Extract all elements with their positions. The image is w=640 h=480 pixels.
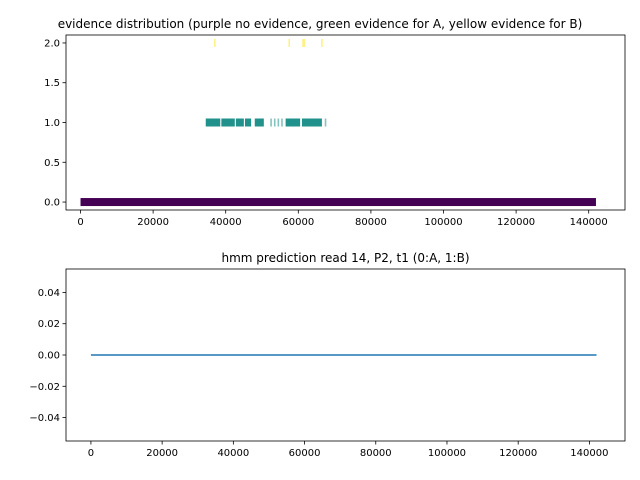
evidence-segment	[80, 198, 596, 207]
evidence-marks	[80, 38, 596, 207]
evidence-tick	[303, 38, 306, 47]
x-tick-label: 120000	[499, 448, 537, 459]
x-tick-label: 0	[88, 448, 94, 459]
x-tick-label: 20000	[146, 448, 178, 459]
chart-title: evidence distribution (purple no evidenc…	[58, 17, 583, 31]
hmm-prediction-chart: hmm prediction read 14, P2, t1 (0:A, 1:B…	[29, 251, 626, 459]
x-tick-label: 80000	[360, 448, 392, 459]
evidence-tick	[324, 118, 327, 127]
evidence-tick	[270, 118, 272, 127]
x-tick-label: 140000	[570, 217, 608, 228]
evidence-chart: evidence distribution (purple no evidenc…	[44, 17, 626, 228]
evidence-tick	[277, 118, 280, 127]
x-axis: 0 20000 40000 60000 80000 100000 120000 140000	[77, 210, 608, 228]
y-tick-label: −0.02	[29, 382, 60, 393]
x-tick-label: 120000	[497, 217, 535, 228]
evidence-segment	[244, 118, 252, 127]
evidence-tick	[273, 118, 276, 127]
evidence-tick	[281, 118, 283, 127]
evidence-tick	[288, 38, 291, 47]
evidence-segment	[301, 118, 322, 127]
x-tick-label: 100000	[424, 217, 462, 228]
x-tick-label: 20000	[137, 217, 169, 228]
chart-title: hmm prediction read 14, P2, t1 (0:A, 1:B…	[222, 251, 470, 265]
y-tick-label: 0.02	[38, 319, 60, 330]
x-tick-label: 0	[77, 217, 83, 228]
plot-frame	[65, 34, 626, 211]
x-tick-label: 140000	[570, 448, 608, 459]
evidence-tick	[214, 38, 216, 47]
evidence-tick	[321, 38, 323, 47]
y-tick-label: 2.0	[44, 38, 60, 49]
x-tick-label: 40000	[217, 448, 249, 459]
y-tick-label: 1.0	[44, 118, 60, 129]
x-tick-label: 60000	[289, 448, 321, 459]
y-tick-label: 0.00	[38, 351, 60, 362]
evidence-segment	[221, 118, 235, 127]
x-tick-label: 60000	[282, 217, 314, 228]
evidence-segment	[254, 118, 264, 127]
y-tick-label: −0.04	[29, 413, 60, 424]
evidence-segment	[235, 118, 244, 127]
y-tick-label: 1.5	[44, 78, 60, 89]
x-axis: 0 20000 40000 60000 80000 100000 120000 140000	[88, 441, 608, 459]
evidence-segment	[285, 118, 301, 127]
x-tick-label: 40000	[210, 217, 242, 228]
x-tick-label: 80000	[355, 217, 387, 228]
x-tick-label: 100000	[428, 448, 466, 459]
y-tick-label: 0.5	[44, 158, 60, 169]
evidence-segment	[205, 118, 221, 127]
y-tick-label: 0.0	[44, 198, 60, 209]
y-tick-label: 0.04	[38, 288, 60, 299]
y-axis: −0.04 −0.02 0.00 0.02 0.04	[29, 288, 66, 424]
evidence-tick	[302, 38, 304, 47]
y-axis: 0.0 0.5 1.0 1.5 2.0	[44, 38, 66, 209]
